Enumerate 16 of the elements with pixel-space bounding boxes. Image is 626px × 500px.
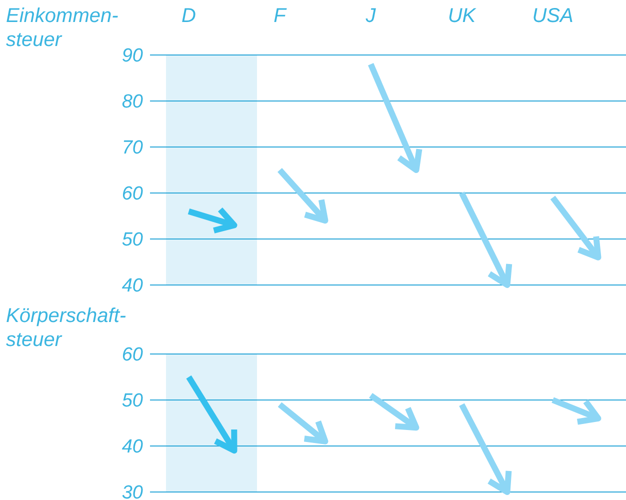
y-tick-label: 50	[122, 230, 144, 251]
chart-title: Einkommen- steuer	[6, 5, 119, 51]
y-tick-label: 60	[122, 184, 144, 205]
y-tick-label: 40	[122, 436, 144, 458]
x-tick-label: D	[182, 5, 196, 27]
x-tick-label: USA	[532, 5, 574, 27]
y-tick-label: 90	[122, 46, 144, 67]
x-tick-label: UK	[448, 5, 478, 27]
x-tick-label: J	[364, 5, 377, 27]
y-tick-label: 40	[122, 276, 144, 297]
y-tick-label: 70	[122, 138, 144, 159]
y-tick-label: 50	[122, 390, 144, 412]
x-tick-label: F	[274, 5, 288, 27]
y-tick-label: 30	[122, 482, 144, 500]
y-tick-label: 80	[122, 92, 144, 113]
y-tick-label: 60	[122, 344, 144, 366]
